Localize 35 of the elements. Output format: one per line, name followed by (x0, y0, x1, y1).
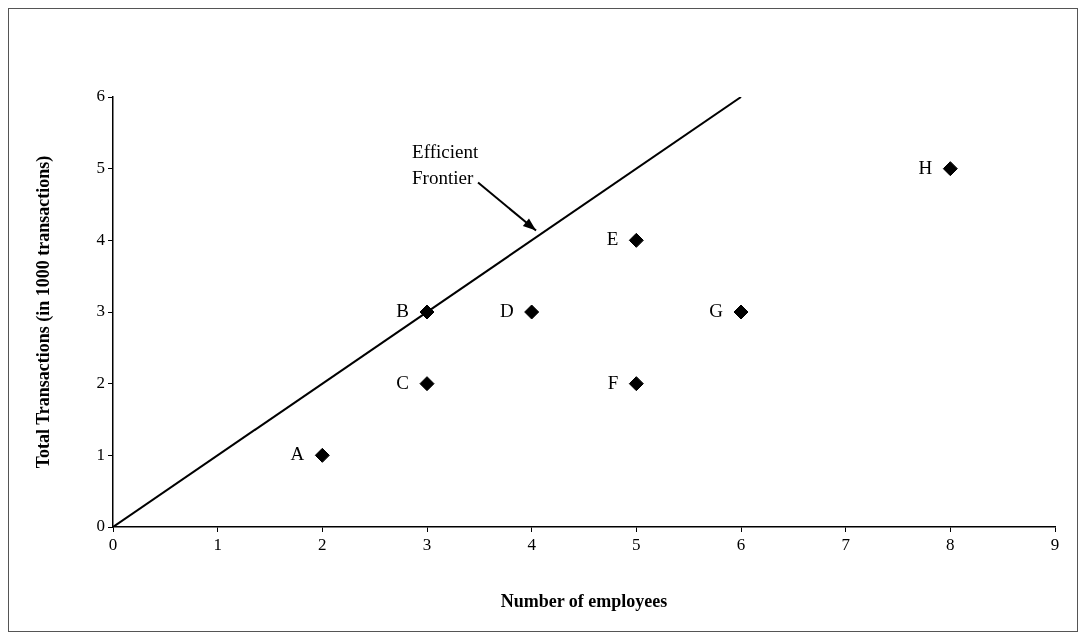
x-tick-label: 2 (318, 534, 327, 554)
annotation: G (709, 299, 724, 321)
x-tick-label: 3 (422, 534, 432, 554)
point (628, 232, 644, 248)
y-tick-label: 3 (96, 301, 105, 321)
x-tick-label: 9 (1050, 534, 1060, 554)
x-tick-label: 8 (946, 534, 955, 554)
point (628, 376, 644, 392)
y-tick-label: 1 (96, 444, 105, 464)
x-axis-title: Number of employees (500, 590, 668, 611)
annotation: A (290, 443, 305, 465)
annotation: D (499, 299, 514, 321)
point (419, 376, 435, 392)
point (942, 161, 958, 177)
annotation: C (396, 371, 409, 393)
y-tick-label: 2 (96, 373, 105, 393)
x-tick-label: 6 (736, 534, 746, 554)
x-tick-label: 4 (527, 534, 537, 554)
point (314, 447, 330, 463)
x-tick-label: 7 (841, 534, 851, 554)
y-tick-label: 0 (96, 516, 105, 536)
x-tick-label: 5 (632, 534, 641, 554)
y-tick-label: 4 (96, 229, 106, 249)
point (733, 304, 749, 320)
annotation: Efficient Frontier (412, 140, 479, 188)
annotation: E (606, 228, 619, 250)
point (524, 304, 540, 320)
point (419, 304, 435, 320)
y-tick-label: 5 (96, 158, 105, 178)
y-tick-label: 6 (96, 86, 105, 106)
annotation: B (396, 299, 409, 321)
annotation: H (918, 156, 933, 178)
y-axis-title: Total Transactions (in 1000 transactions) (33, 155, 55, 469)
annotation: F (607, 371, 619, 393)
x-tick-label: 1 (213, 534, 222, 554)
